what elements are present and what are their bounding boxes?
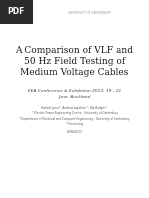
Text: UNIVERSITY OF CANTERBURY: UNIVERSITY OF CANTERBURY: [68, 11, 111, 15]
Text: PDF: PDF: [8, 7, 25, 16]
Text: A Comparison of VLF and
50 Hz Field Testing of
Medium Voltage Cables: A Comparison of VLF and 50 Hz Field Test…: [15, 46, 134, 77]
Text: 19/06/2013: 19/06/2013: [67, 130, 82, 134]
Text: Hamish Jones*, Andrew Lapthorn *, Nik Bodger *
* Electric Power Engineering Cent: Hamish Jones*, Andrew Lapthorn *, Nik Bo…: [19, 106, 130, 126]
Text: EEA Conference & Exhibition 2013, 19 - 21
June, Auckland: EEA Conference & Exhibition 2013, 19 - 2…: [28, 89, 121, 99]
FancyBboxPatch shape: [0, 0, 33, 24]
